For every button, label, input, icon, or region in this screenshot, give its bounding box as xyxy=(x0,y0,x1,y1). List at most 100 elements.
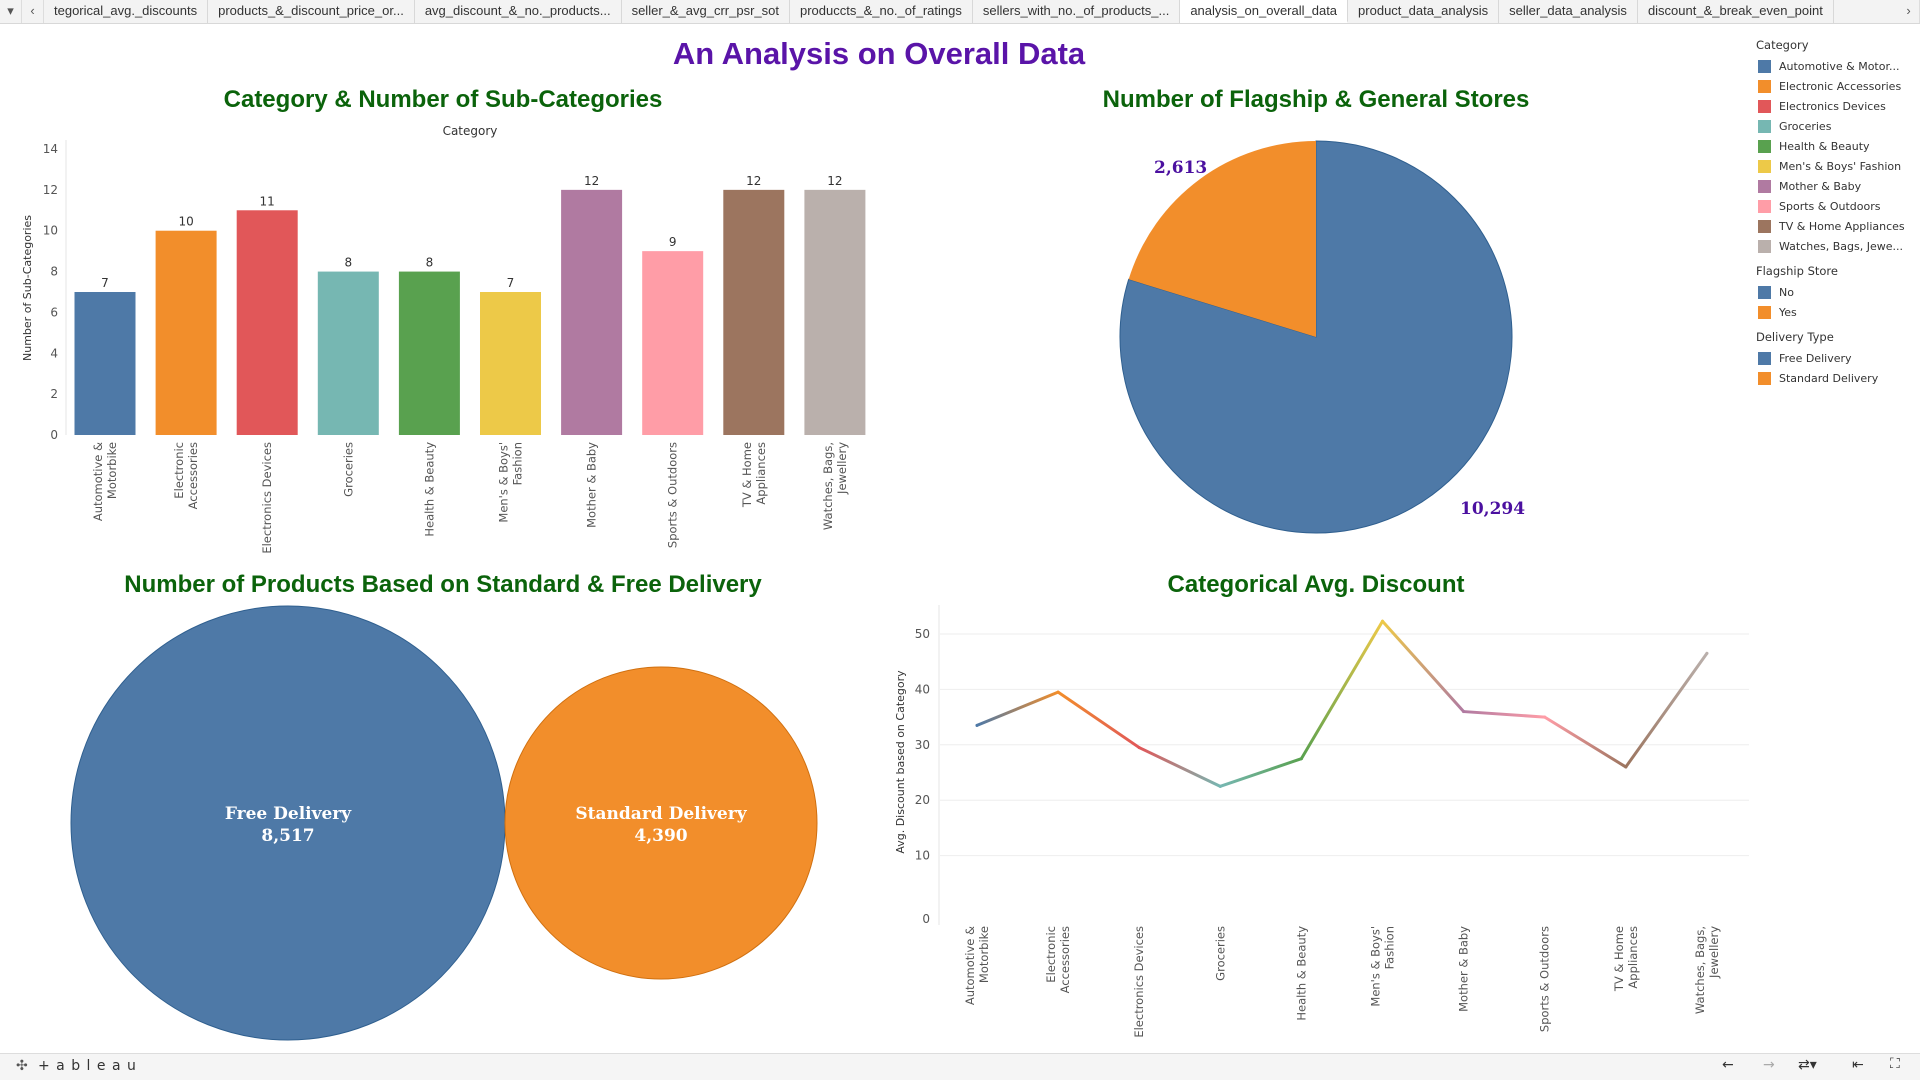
undo-icon[interactable]: ← xyxy=(1722,1057,1734,1073)
tab-7[interactable]: product_data_analysis xyxy=(1348,0,1500,23)
legend-item[interactable]: Standard Delivery xyxy=(1754,368,1920,388)
bar-0 xyxy=(74,292,136,435)
line-point-3 xyxy=(1218,784,1222,788)
legend-item[interactable]: Electronic Accessories xyxy=(1754,76,1920,96)
bar-7 xyxy=(642,251,704,435)
legend-item[interactable]: Mother & Baby xyxy=(1754,176,1920,196)
tab-1[interactable]: products_&_discount_price_or... xyxy=(208,0,415,23)
tab-2[interactable]: avg_discount_&_no._products... xyxy=(415,0,622,23)
bar-1 xyxy=(155,230,217,435)
pie-slice-no xyxy=(1119,140,1513,534)
legend-item[interactable]: Electronics Devices xyxy=(1754,96,1920,116)
redo-icon[interactable]: → xyxy=(1763,1057,1775,1073)
legend-item[interactable]: Free Delivery xyxy=(1754,348,1920,368)
y-tick-label: 20 xyxy=(915,793,930,807)
legend-item[interactable]: Men's & Boys' Fashion xyxy=(1754,156,1920,176)
x-tick-label: Health & Beauty xyxy=(422,442,436,537)
legend-swatch xyxy=(1758,179,1771,193)
x-tick-label: Sports & Outdoors xyxy=(666,442,680,548)
legend-label: Electronic Accessories xyxy=(1779,79,1902,93)
line-point-9 xyxy=(1705,651,1709,655)
revert-icon[interactable]: ⇄▾ xyxy=(1798,1057,1817,1073)
line-point-0 xyxy=(975,723,979,727)
legend-swatch xyxy=(1758,305,1771,319)
x-tick-label: Motorbike xyxy=(105,442,119,499)
y-tick-label: 8 xyxy=(50,265,58,279)
legend-item[interactable]: TV & Home Appliances xyxy=(1754,216,1920,236)
legend-item[interactable]: Sports & Outdoors xyxy=(1754,196,1920,216)
pie-chart-title: Number of Flagship & General Stores xyxy=(1102,86,1530,113)
bar-value-label: 7 xyxy=(507,276,515,290)
pause-updates-icon[interactable]: ⇤ xyxy=(1852,1057,1864,1073)
line-segment-1 xyxy=(1056,690,1141,750)
tab-4[interactable]: producсts_&_no._of_ratings xyxy=(790,0,973,23)
x-tick-label: Automotive & xyxy=(963,926,977,1005)
legend-item[interactable]: No xyxy=(1754,282,1920,302)
tab-list: tegorical_avg._discounts products_&_disco… xyxy=(44,0,1834,23)
tab-scroll-left-icon[interactable]: ‹ xyxy=(22,0,44,23)
legend-label: Electronics Devices xyxy=(1779,99,1886,113)
y-tick-label: 14 xyxy=(43,142,58,156)
tab-9[interactable]: discount_&_break_even_point xyxy=(1638,0,1834,23)
line-segment-6 xyxy=(1462,710,1547,719)
legend-category-title: Category xyxy=(1756,38,1809,52)
x-tick-label: Electronic xyxy=(172,442,186,499)
line-segment-0 xyxy=(975,690,1060,727)
bar-6 xyxy=(561,189,623,435)
line-segment-3 xyxy=(1218,757,1303,788)
legend-swatch xyxy=(1758,99,1771,113)
line-segment-8 xyxy=(1624,651,1709,769)
x-tick-label: TV & Home xyxy=(740,442,754,508)
legend-swatch xyxy=(1758,371,1771,385)
legend-label: Groceries xyxy=(1779,119,1832,133)
x-tick-label: Appliances xyxy=(1626,926,1640,989)
line-chart-title: Categorical Avg. Discount xyxy=(1167,571,1465,598)
line-segment-2 xyxy=(1137,746,1222,788)
fullscreen-icon[interactable]: ⛶ xyxy=(1890,1056,1900,1072)
sheet-tab-bar: ▾ ‹ tegorical_avg._discounts products_&_d… xyxy=(0,0,1920,24)
legend-swatch xyxy=(1758,159,1771,173)
x-tick-label: Health & Beauty xyxy=(1294,926,1308,1021)
y-tick-label: 50 xyxy=(915,627,930,641)
legend-label: Men's & Boys' Fashion xyxy=(1779,159,1902,173)
legend-item[interactable]: Health & Beauty xyxy=(1754,136,1920,156)
legend-label: No xyxy=(1779,285,1794,299)
x-tick-label: Electronics Devices xyxy=(1132,926,1146,1038)
bar-3 xyxy=(317,271,379,435)
y-tick-label: 2 xyxy=(50,387,58,401)
tab-8[interactable]: seller_data_analysis xyxy=(1499,0,1638,23)
x-tick-label: Jewellery xyxy=(1707,926,1721,979)
legend-item[interactable]: Automotive & Motor... xyxy=(1754,56,1920,76)
x-tick-label: Groceries xyxy=(1213,926,1227,981)
bar-5 xyxy=(480,292,541,435)
tab-menu-dropdown-icon[interactable]: ▾ xyxy=(0,0,22,23)
tab-3[interactable]: seller_&_avg_crr_psr_sot xyxy=(622,0,790,23)
bar-value-label: 10 xyxy=(178,215,193,229)
bar-value-label: 9 xyxy=(669,235,677,249)
legend-label: Yes xyxy=(1779,305,1797,319)
y-tick-label: 4 xyxy=(50,346,58,360)
y-tick-label: 0 xyxy=(922,912,930,926)
tab-0[interactable]: tegorical_avg._discounts xyxy=(44,0,209,23)
legend-item[interactable]: Yes xyxy=(1754,302,1920,322)
legend-swatch xyxy=(1758,239,1771,253)
tab-6[interactable]: analysis_on_overall_data xyxy=(1180,0,1349,23)
legend-swatch xyxy=(1758,79,1771,93)
tab-5[interactable]: sellers_with_no._of_products_... xyxy=(973,0,1181,23)
legend-item[interactable]: Groceries xyxy=(1754,116,1920,136)
pie-slice-yes xyxy=(1128,141,1316,337)
line-segment-7 xyxy=(1543,715,1628,769)
legend-swatch xyxy=(1758,199,1771,213)
x-tick-label: Fashion xyxy=(511,442,525,485)
legend-swatch xyxy=(1758,351,1771,365)
x-tick-label: Men's & Boys' xyxy=(1369,926,1383,1007)
legend-item[interactable]: Watches, Bags, Jewe... xyxy=(1754,236,1920,256)
dashboard-title: An Analysis on Overall Data xyxy=(672,36,1086,71)
line-segment-5 xyxy=(1381,619,1466,714)
pie-label-no: 10,294 xyxy=(1460,499,1525,519)
legend-panel: Category Automotive & Motor... Electronic… xyxy=(1754,34,1920,388)
bar-value-label: 11 xyxy=(260,194,275,208)
tableau-logo: + a b l e a u xyxy=(38,1058,137,1074)
legend-swatch xyxy=(1758,139,1771,153)
